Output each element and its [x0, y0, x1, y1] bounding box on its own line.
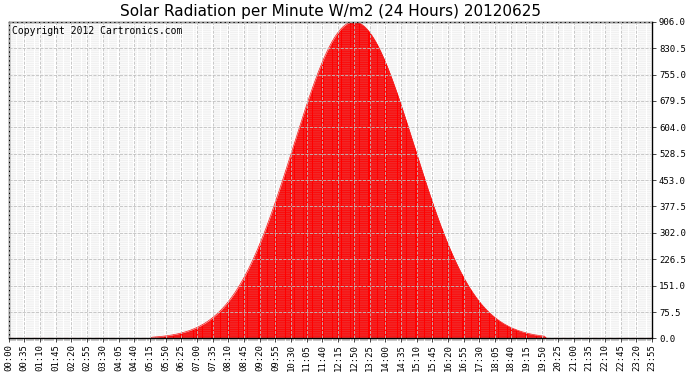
- Text: Copyright 2012 Cartronics.com: Copyright 2012 Cartronics.com: [12, 27, 182, 36]
- Title: Solar Radiation per Minute W/m2 (24 Hours) 20120625: Solar Radiation per Minute W/m2 (24 Hour…: [120, 4, 541, 19]
